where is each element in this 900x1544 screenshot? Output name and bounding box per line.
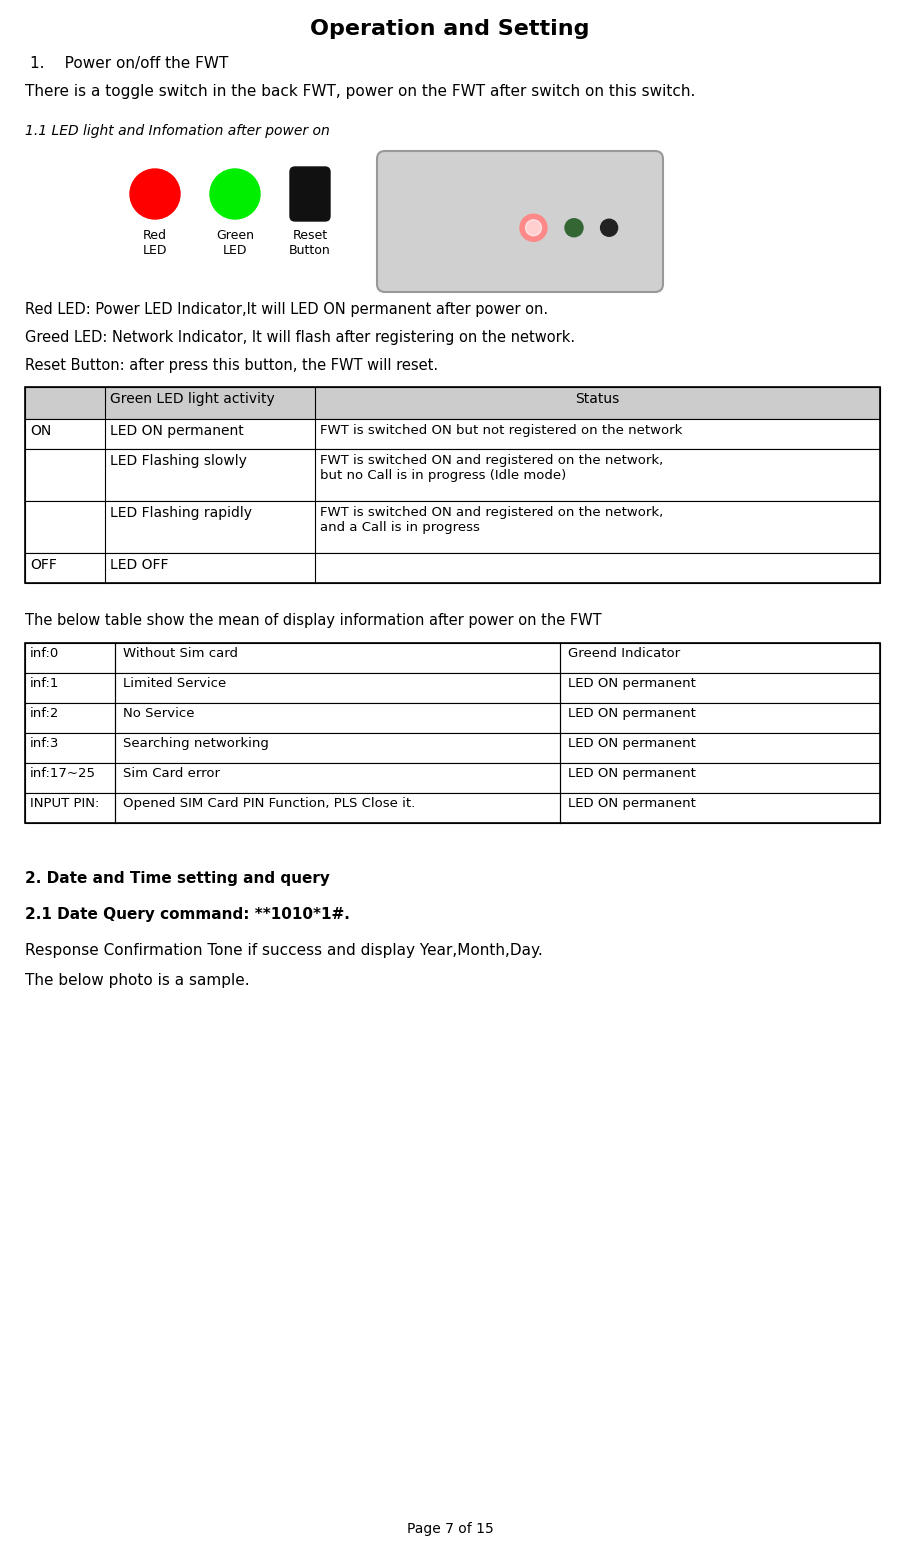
Text: LED ON permanent: LED ON permanent <box>110 425 244 438</box>
Text: inf:17~25: inf:17~25 <box>30 767 96 780</box>
Text: 1.1 LED light and Infomation after power on: 1.1 LED light and Infomation after power… <box>25 124 329 137</box>
Text: Sim Card error: Sim Card error <box>123 767 220 780</box>
Circle shape <box>520 215 547 241</box>
Text: LED ON permanent: LED ON permanent <box>568 797 696 811</box>
Text: Limited Service: Limited Service <box>123 676 226 690</box>
Text: Without Sim card: Without Sim card <box>123 647 238 659</box>
Bar <box>25 500 880 553</box>
Bar <box>25 642 880 823</box>
Text: Response Confirmation Tone if success and display Year,Month,Day.: Response Confirmation Tone if success an… <box>25 943 543 957</box>
Text: FWT is switched ON and registered on the network,
but no Call is in progress (Id: FWT is switched ON and registered on the… <box>320 454 663 482</box>
Text: inf:0: inf:0 <box>30 647 59 659</box>
Text: LED OFF: LED OFF <box>110 557 168 571</box>
Text: INPUT PIN:: INPUT PIN: <box>30 797 99 811</box>
Bar <box>25 763 880 794</box>
Text: 1.  Power on/off the FWT: 1. Power on/off the FWT <box>30 56 229 71</box>
Text: Operation and Setting: Operation and Setting <box>310 19 590 39</box>
Text: inf:1: inf:1 <box>30 676 59 690</box>
Bar <box>25 673 880 703</box>
Text: Green LED light activity: Green LED light activity <box>110 392 274 406</box>
Text: Greend Indicator: Greend Indicator <box>568 647 680 659</box>
Text: 2.1 Date Query command: **1010*1#.: 2.1 Date Query command: **1010*1#. <box>25 906 350 922</box>
Circle shape <box>526 219 542 236</box>
Text: Green
LED: Green LED <box>216 229 254 256</box>
Text: The below photo is a sample.: The below photo is a sample. <box>25 973 249 988</box>
Text: OFF: OFF <box>30 557 57 571</box>
Text: inf:3: inf:3 <box>30 736 59 750</box>
Text: FWT is switched ON and registered on the network,
and a Call is in progress: FWT is switched ON and registered on the… <box>320 506 663 534</box>
Text: Status: Status <box>575 392 619 406</box>
FancyBboxPatch shape <box>290 167 330 221</box>
Bar <box>25 794 880 823</box>
Text: LED ON permanent: LED ON permanent <box>568 736 696 750</box>
Text: Red
LED: Red LED <box>143 229 167 256</box>
Text: inf:2: inf:2 <box>30 707 59 720</box>
Text: 2. Date and Time setting and query: 2. Date and Time setting and query <box>25 871 330 886</box>
Circle shape <box>130 168 180 219</box>
Text: Red LED: Power LED Indicator,It will LED ON permanent after power on.: Red LED: Power LED Indicator,It will LED… <box>25 303 548 317</box>
Text: There is a toggle switch in the back FWT, power on the FWT after switch on this : There is a toggle switch in the back FWT… <box>25 83 696 99</box>
Bar <box>25 388 880 584</box>
Text: Reset
Button: Reset Button <box>289 229 331 256</box>
Text: LED ON permanent: LED ON permanent <box>568 676 696 690</box>
Text: FWT is switched ON but not registered on the network: FWT is switched ON but not registered on… <box>320 425 682 437</box>
Bar <box>25 388 880 418</box>
Text: ON: ON <box>30 425 51 438</box>
Text: LED ON permanent: LED ON permanent <box>568 767 696 780</box>
Bar <box>25 642 880 673</box>
Text: The below table show the mean of display information after power on the FWT: The below table show the mean of display… <box>25 613 601 628</box>
Text: LED ON permanent: LED ON permanent <box>568 707 696 720</box>
Text: Searching networking: Searching networking <box>123 736 269 750</box>
Text: LED Flashing slowly: LED Flashing slowly <box>110 454 247 468</box>
Circle shape <box>565 219 583 236</box>
FancyBboxPatch shape <box>377 151 663 292</box>
Text: LED Flashing rapidly: LED Flashing rapidly <box>110 506 252 520</box>
Bar <box>25 418 880 449</box>
Text: Reset Button: after press this button, the FWT will reset.: Reset Button: after press this button, t… <box>25 358 438 374</box>
Bar <box>25 703 880 733</box>
Circle shape <box>600 219 617 236</box>
Bar <box>25 733 880 763</box>
Text: No Service: No Service <box>123 707 194 720</box>
Text: Greed LED: Network Indicator, It will flash after registering on the network.: Greed LED: Network Indicator, It will fl… <box>25 330 575 344</box>
Bar <box>25 449 880 500</box>
Text: Opened SIM Card PIN Function, PLS Close it.: Opened SIM Card PIN Function, PLS Close … <box>123 797 415 811</box>
Circle shape <box>210 168 260 219</box>
Text: Page 7 of 15: Page 7 of 15 <box>407 1522 493 1536</box>
Bar <box>25 553 880 584</box>
